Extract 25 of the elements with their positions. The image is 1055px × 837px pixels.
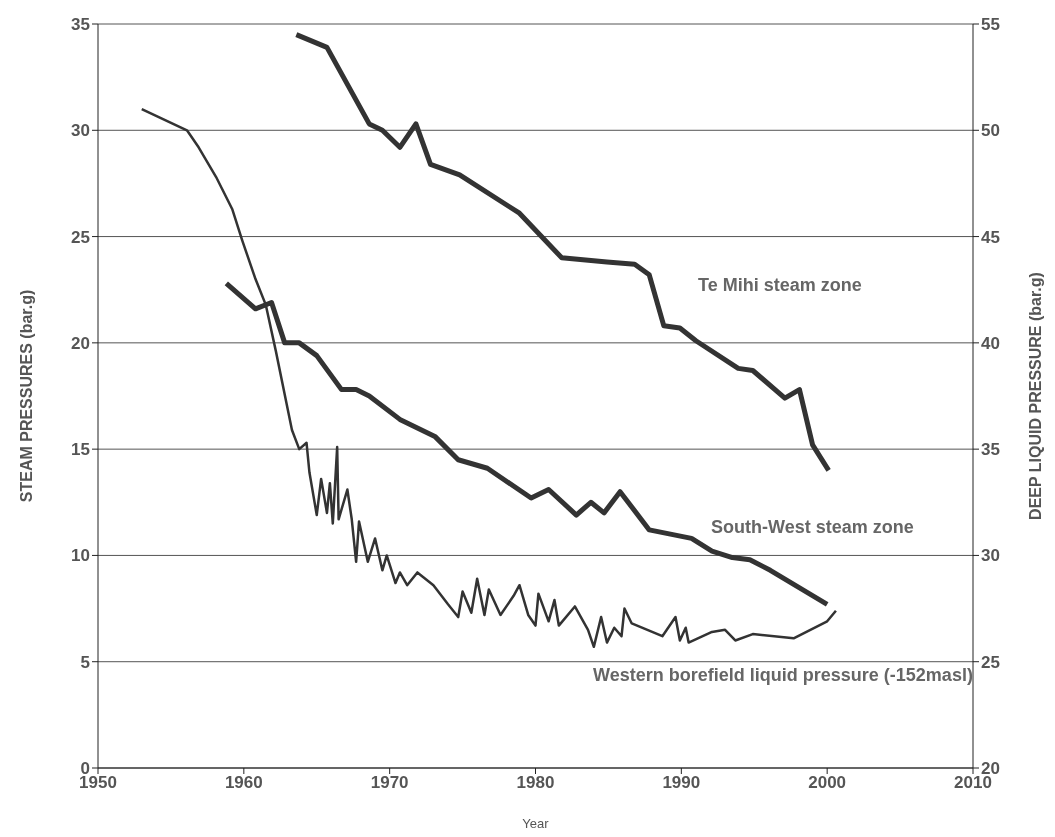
y-tick-label: 35 [71,15,90,35]
y2-tick-label: 40 [981,333,1000,353]
y2-axis-title: DEEP LIQUID PRESSURE (bar.g) [1026,272,1044,520]
x-tick-label: 1970 [370,773,409,793]
y2-tick-label: 25 [981,652,1000,672]
x-tick-label: 1980 [516,773,555,793]
y-tick-label: 10 [71,546,90,566]
x-tick-label: 1990 [662,773,701,793]
series-label: South-West steam zone [711,516,914,538]
y2-tick-label: 45 [981,227,1000,247]
x-axis-title: Year [522,816,550,831]
y-tick-label: 15 [71,440,90,460]
y-tick-label: 20 [71,333,90,353]
y-tick-label: 25 [71,227,90,247]
text: Te Mihi steam zone [698,274,862,296]
y2-tick-label: 30 [981,546,1000,566]
y-tick-label: 30 [71,121,90,141]
x-tick-label: 2000 [808,773,847,793]
y-tick-label: 5 [80,652,90,672]
y-axis-title: STEAM PRESSURES (bar.g) [17,289,35,503]
series-label: Western borefield liquid pressure (-152masl) [593,665,973,685]
y2-tick-label: 55 [981,15,1000,35]
y2-tick-label: 35 [981,440,1000,460]
y2-tick-label: 50 [981,121,1000,141]
x-tick-label: 1960 [224,773,263,793]
